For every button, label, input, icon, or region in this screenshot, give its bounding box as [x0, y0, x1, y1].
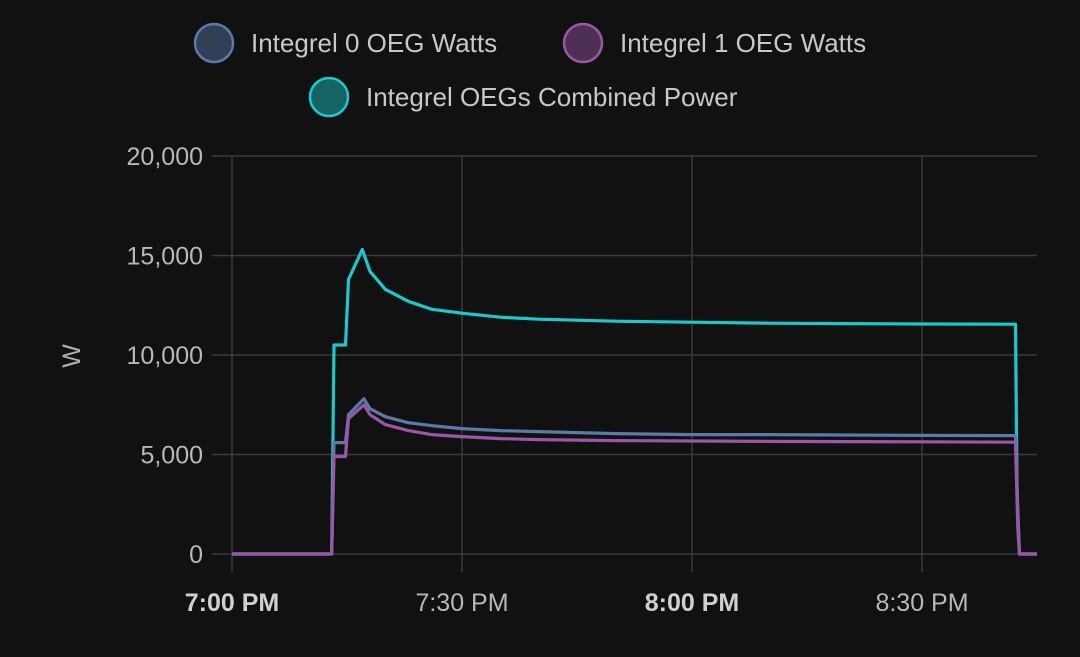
chart-legend: Integrel 0 OEG Watts Integrel 1 OEG Watts… — [193, 22, 866, 118]
y-tick-label: 5,000 — [140, 442, 203, 470]
y-tick-label: 15,000 — [127, 243, 203, 271]
y-axis-label: W — [58, 344, 86, 368]
legend-item-1[interactable]: Integrel 1 OEG Watts — [562, 22, 866, 64]
x-tick-label: 8:00 PM — [645, 589, 739, 617]
series-line-2 — [232, 247, 1037, 556]
legend-label: Integrel OEGs Combined Power — [366, 82, 738, 112]
series-line-0 — [232, 397, 1037, 556]
legend-swatch — [308, 76, 350, 118]
y-axis-ticks: 20,000 15,000 10,000 5,000 0 — [127, 143, 203, 569]
legend-item-0[interactable]: Integrel 0 OEG Watts — [193, 22, 497, 64]
x-tick-label: 7:30 PM — [415, 589, 508, 617]
x-axis-ticks: 7:00 PM 7:30 PM 8:00 PM 8:30 PM — [185, 589, 969, 617]
x-tick-label: 7:00 PM — [185, 589, 279, 617]
y-tick-label: 10,000 — [127, 342, 203, 370]
chart-grid — [212, 155, 1037, 572]
series-line-1 — [232, 403, 1037, 556]
chart-series — [232, 247, 1037, 556]
legend-swatch — [193, 22, 235, 64]
legend-label: Integrel 1 OEG Watts — [620, 28, 866, 58]
x-tick-label: 8:30 PM — [875, 589, 968, 617]
legend-item-2[interactable]: Integrel OEGs Combined Power — [308, 76, 738, 118]
y-tick-label: 0 — [189, 541, 203, 569]
y-tick-label: 20,000 — [127, 143, 203, 171]
legend-label: Integrel 0 OEG Watts — [251, 28, 497, 58]
legend-swatch — [562, 22, 604, 64]
